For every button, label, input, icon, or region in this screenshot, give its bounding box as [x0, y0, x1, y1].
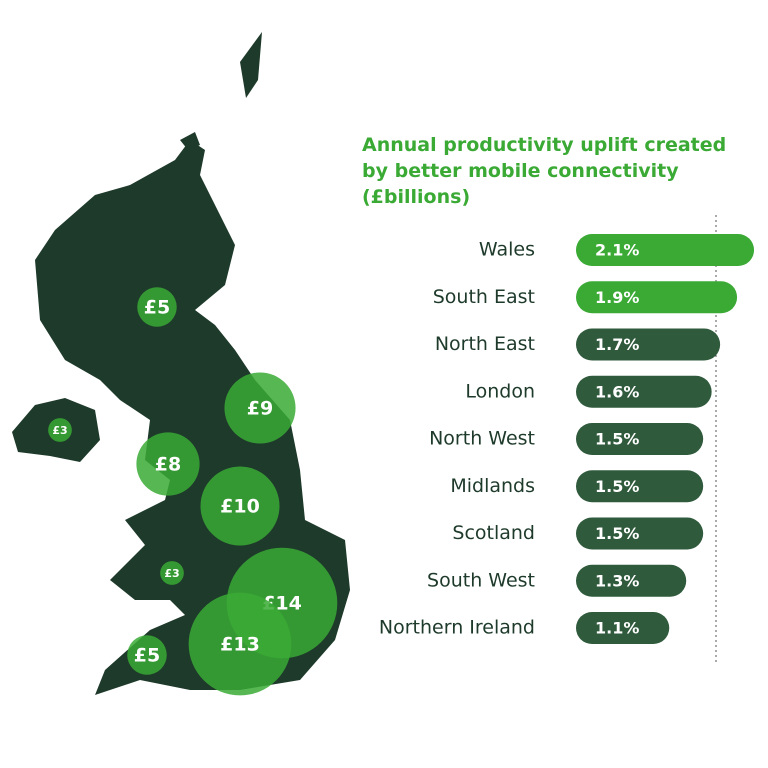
bubble [188, 592, 292, 696]
value-label: 1.9% [595, 288, 639, 307]
bubble-label: £10 [220, 496, 260, 518]
bubble-label: £8 [155, 454, 181, 476]
bubble [127, 635, 167, 675]
bubble-label: £5 [134, 645, 160, 667]
chart-title: Annual productivity uplift created by be… [362, 134, 727, 208]
value-label: 1.1% [595, 619, 639, 638]
category-label: Northern Ireland [379, 617, 535, 639]
category-label: London [465, 380, 535, 402]
value-label: 2.1% [595, 241, 639, 260]
bubble [200, 466, 280, 546]
value-label: 1.6% [595, 382, 639, 401]
category-label: Midlands [450, 475, 535, 497]
bar [576, 281, 738, 314]
bubble [48, 418, 72, 442]
value-label: 1.7% [595, 335, 639, 354]
value-label: 1.3% [595, 571, 639, 590]
category-label: Scotland [452, 522, 535, 544]
value-label: 1.5% [595, 524, 639, 543]
bubble-label: £3 [164, 567, 179, 580]
bubble [224, 372, 296, 444]
bubble-label: £3 [52, 424, 67, 437]
bubble-label: £13 [220, 634, 260, 656]
value-label: 1.5% [595, 477, 639, 496]
category-label: North East [435, 333, 535, 355]
bar [576, 234, 755, 266]
bar [576, 423, 704, 455]
category-label: South West [427, 569, 535, 591]
bubble [137, 287, 177, 327]
value-label: 1.5% [595, 430, 639, 449]
shetland [240, 32, 262, 98]
bubble-label: £9 [247, 398, 273, 420]
bubble-label: £5 [144, 297, 170, 319]
category-label: Wales [479, 239, 535, 261]
bar [576, 517, 704, 550]
bar [576, 375, 712, 408]
bar [576, 612, 670, 644]
category-label: North West [429, 428, 535, 450]
bar [576, 564, 687, 597]
bar [576, 328, 721, 361]
orkney [180, 132, 200, 150]
bubble [160, 561, 184, 585]
bubble [136, 432, 200, 496]
bar [576, 470, 704, 503]
category-label: South East [433, 286, 535, 308]
